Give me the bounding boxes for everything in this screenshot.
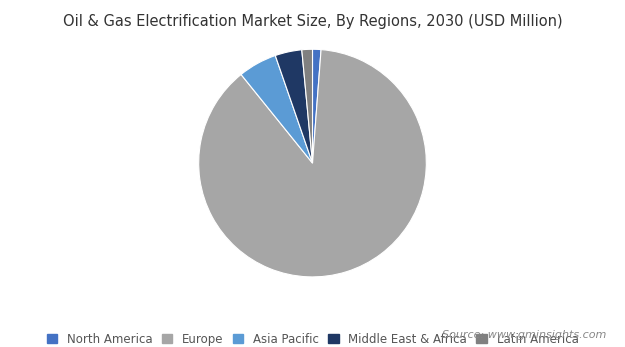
Wedge shape xyxy=(302,49,312,163)
Wedge shape xyxy=(199,50,426,277)
Text: Oil & Gas Electrification Market Size, By Regions, 2030 (USD Million): Oil & Gas Electrification Market Size, B… xyxy=(62,14,562,29)
Legend: North America, Europe, Asia Pacific, Middle East & Africa, Latin America: North America, Europe, Asia Pacific, Mid… xyxy=(42,328,583,347)
Wedge shape xyxy=(275,50,312,163)
Wedge shape xyxy=(312,49,321,163)
Wedge shape xyxy=(241,56,312,163)
Text: Source: www.gminsights.com: Source: www.gminsights.com xyxy=(442,330,606,340)
